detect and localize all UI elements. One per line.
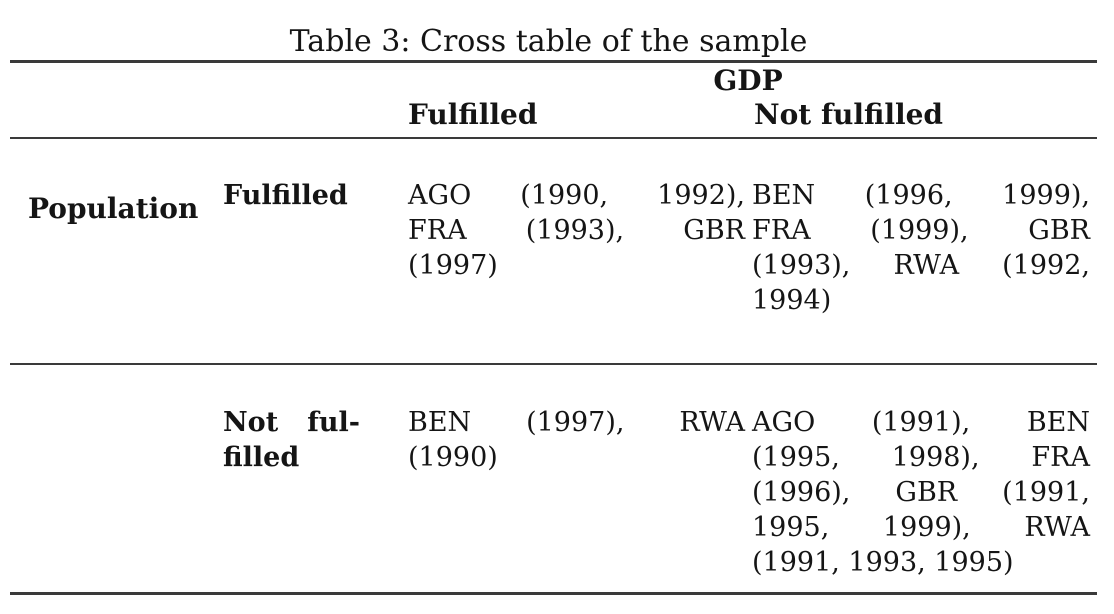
cell-text-line: Not ful- — [223, 407, 360, 438]
cell-text-line: (1991, 1993, 1995) — [752, 547, 1014, 578]
column-header-gdp-not-fulfilled: Not fulfilled — [754, 98, 944, 131]
column-group-header-gdp: GDP — [713, 64, 783, 97]
cell-text-line: AGO (1990, 1992), — [408, 180, 745, 211]
cell-pop-fulfilled-gdp-fulfilled: AGO (1990, 1992), FRA (1993), GBR (1997) — [408, 178, 745, 283]
cell-pop-not-fulfilled-gdp-not-fulfilled: AGO (1991), BEN (1995, 1998), FRA (1996), … — [752, 405, 1090, 580]
cell-text-line: (1997) — [408, 250, 498, 281]
row-group-header-population: Population — [28, 192, 199, 225]
cell-text-line: (1996), GBR (1991, — [752, 477, 1090, 508]
table-bottom-rule — [10, 592, 1097, 595]
cell-text-line: BEN (1997), RWA — [408, 407, 745, 438]
cell-text-line: (1993), RWA (1992, — [752, 250, 1090, 281]
cell-text-line: AGO (1991), BEN — [752, 407, 1090, 438]
cell-text-line: (1990) — [408, 442, 498, 473]
cell-text-line: (1995, 1998), FRA — [752, 442, 1090, 473]
table-caption: Table 3: Cross table of the sample — [289, 24, 808, 59]
row-header-population-fulfilled: Fulfilled — [223, 178, 360, 213]
cell-text-line: filled — [223, 442, 300, 473]
table-top-rule — [10, 60, 1097, 63]
cell-text-line: 1995, 1999), RWA — [752, 512, 1090, 543]
cell-text-line: FRA (1999), GBR — [752, 215, 1090, 246]
cell-pop-fulfilled-gdp-not-fulfilled: BEN (1996, 1999), FRA (1999), GBR (1993), … — [752, 178, 1090, 318]
cell-text-line: 1994) — [752, 285, 832, 316]
cell-text-line: Fulfilled — [223, 180, 348, 211]
column-header-gdp-fulfilled: Fulfilled — [408, 98, 538, 131]
table-header-rule — [10, 137, 1097, 139]
table-row-divider-rule — [10, 363, 1097, 365]
cell-text-line: FRA (1993), GBR — [408, 215, 745, 246]
row-header-population-not-fulfilled: Not ful-filled — [223, 405, 360, 475]
cell-text-line: BEN (1996, 1999), — [752, 180, 1090, 211]
cell-pop-not-fulfilled-gdp-fulfilled: BEN (1997), RWA (1990) — [408, 405, 745, 475]
